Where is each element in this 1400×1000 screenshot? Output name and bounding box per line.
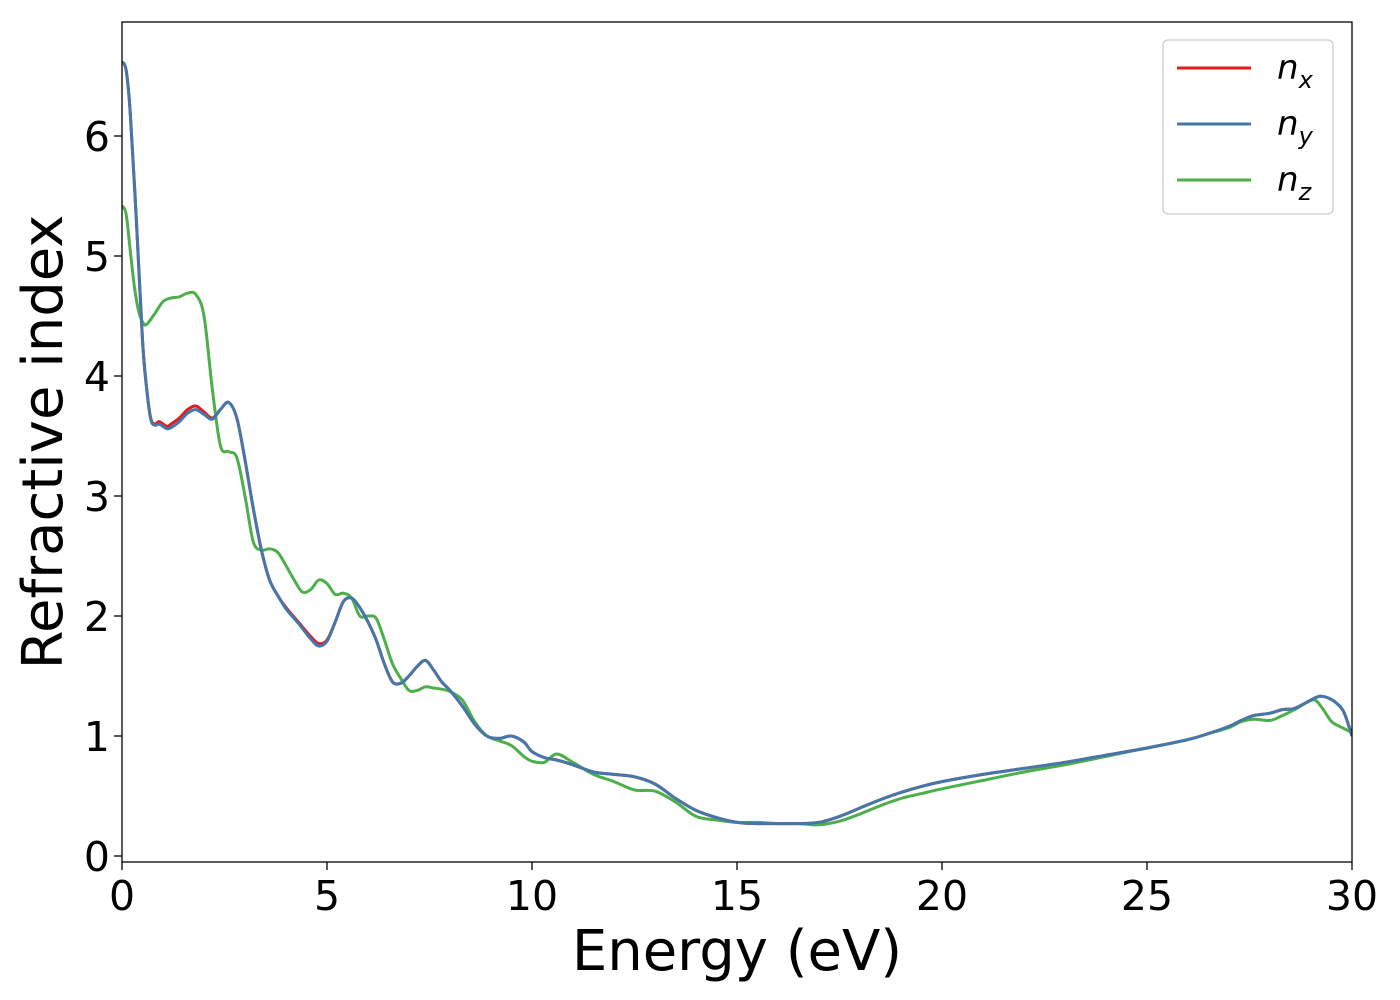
y-axis-title: Refractive index: [11, 215, 76, 670]
x-tick-label: 0: [109, 872, 135, 920]
legend-box: [1162, 39, 1334, 215]
series-line-ny: [122, 60, 1352, 826]
y-tick-label: 3: [84, 473, 110, 521]
y-tick-label: 4: [84, 353, 110, 401]
x-tick-label: 5: [314, 872, 340, 920]
y-tick-label: 0: [84, 833, 110, 881]
y-tick-label: 5: [84, 233, 110, 281]
ticks-layer: 0 5 10 15 20 25 30 0 1 2 3 4 5 6: [84, 113, 1378, 920]
plot-frame: [121, 21, 1353, 863]
y-tick-label: 1: [84, 713, 110, 761]
x-tick-label: 15: [711, 872, 763, 920]
x-axis-title: Energy (eV): [572, 919, 902, 984]
y-tick-label: 2: [84, 593, 110, 641]
y-tick-label: 6: [84, 113, 110, 161]
x-tick-label: 30: [1326, 872, 1378, 920]
x-tick-label: 10: [506, 872, 558, 920]
series-layer: [122, 60, 1352, 827]
x-tick-label: 25: [1121, 872, 1173, 920]
x-tick-label: 20: [916, 872, 968, 920]
